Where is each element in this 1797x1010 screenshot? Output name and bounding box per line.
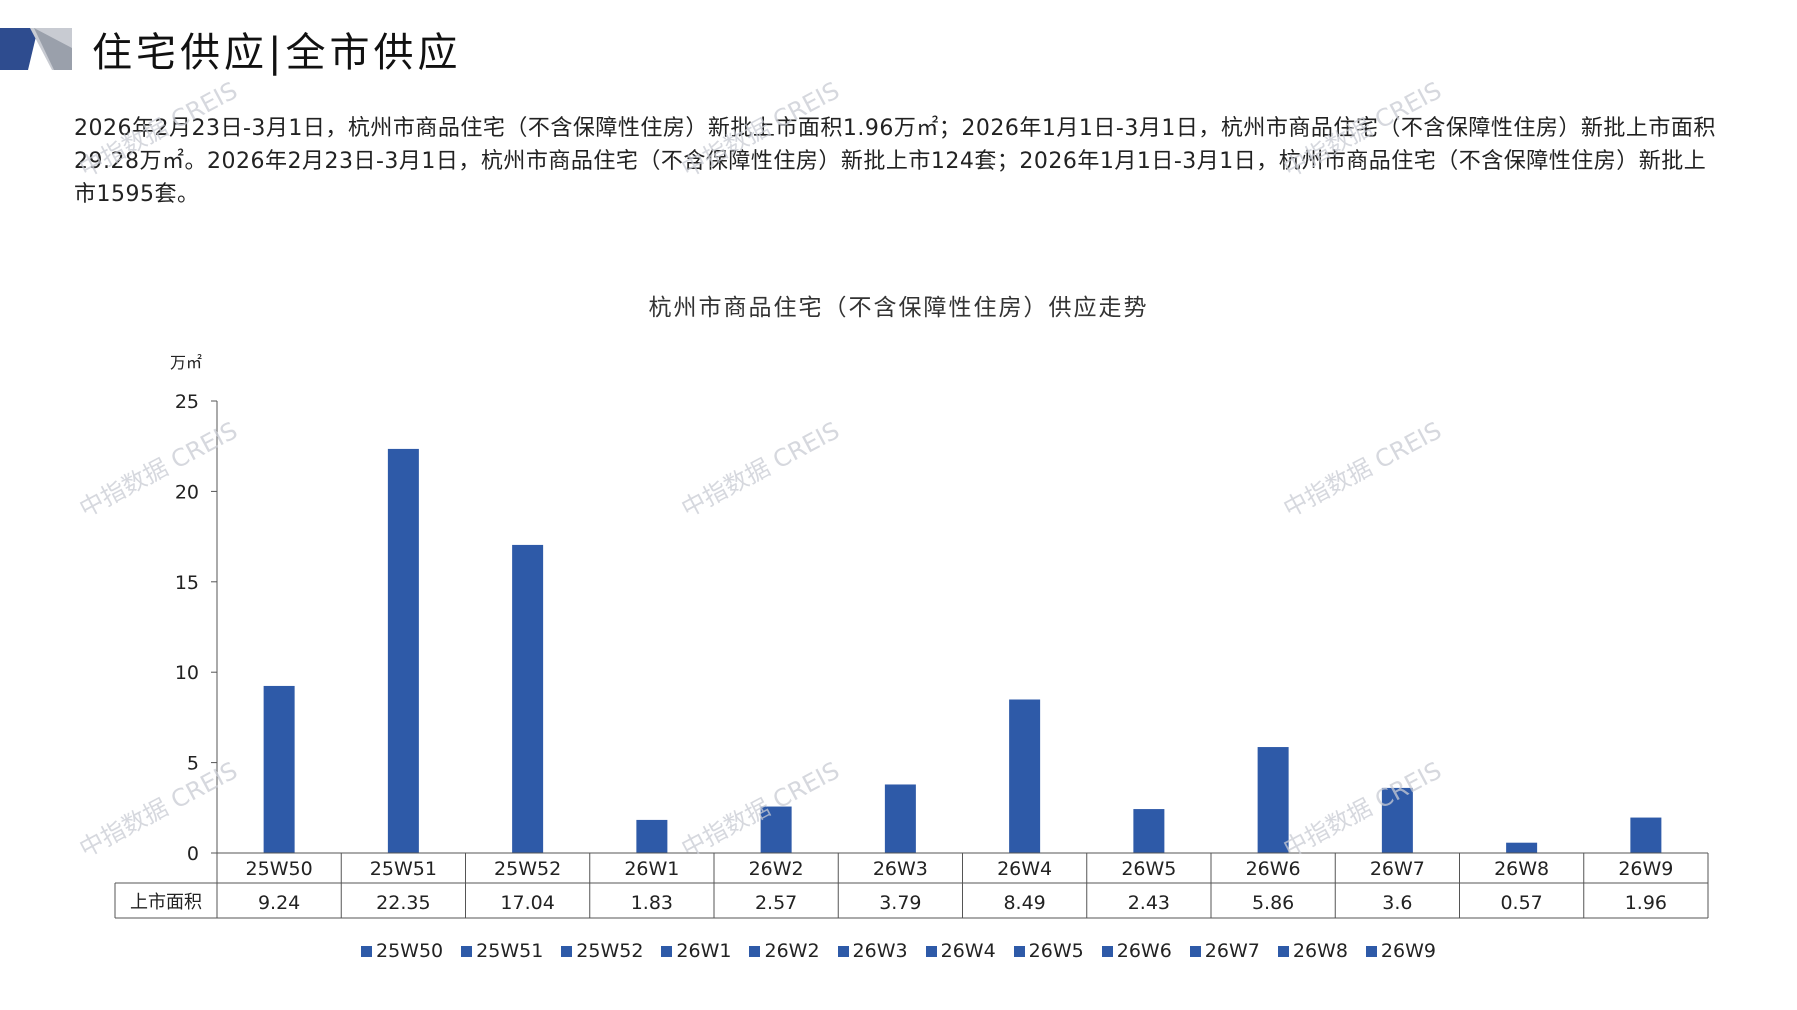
legend-swatch [837,945,849,957]
bar-26W9 [1630,817,1662,853]
y-tick-label: 10 [175,662,199,684]
legend-item: 25W51 [461,940,543,962]
bar-25W50 [263,685,295,853]
legend-swatch [661,945,673,957]
legend-item: 26W5 [1013,940,1084,962]
category-label: 26W6 [1246,858,1301,880]
chart-title: 杭州市商品住宅（不含保障性住房）供应走势 [648,295,1149,321]
category-label: 26W3 [873,858,928,880]
legend-label: 25W52 [576,940,644,962]
table-row-header: 上市面积 [130,892,202,913]
legend-item: 26W1 [661,940,731,962]
category-label: 26W2 [749,858,804,880]
legend-swatch [461,945,473,957]
y-tick-label: 20 [175,481,199,503]
legend-item: 26W7 [1189,940,1260,962]
y-axis-unit-label: 万㎡ [170,353,202,372]
legend-swatch [925,945,937,957]
bar-25W52 [512,544,544,853]
y-tick-label: 15 [175,572,199,594]
bar-26W5 [1133,809,1165,853]
table-value: 22.35 [376,892,430,914]
table-value: 3.79 [879,892,921,914]
bar-26W3 [884,784,916,853]
category-label: 26W7 [1370,858,1425,880]
y-tick-label: 5 [187,753,199,775]
legend-item: 26W9 [1365,940,1436,962]
table-value: 2.43 [1128,892,1170,914]
table-value: 8.49 [1003,892,1045,914]
category-label: 25W51 [370,858,437,880]
legend-item: 25W50 [361,940,443,962]
bar-26W2 [760,806,792,853]
legend-label: 26W9 [1380,940,1436,962]
legend-swatch [1277,945,1289,957]
category-label: 25W52 [494,858,561,880]
table-value: 1.96 [1625,892,1667,914]
legend-item: 26W2 [749,940,820,962]
legend-label: 26W2 [764,940,820,962]
legend-swatch [1365,945,1377,957]
legend-label: 26W6 [1116,940,1172,962]
legend-swatch [361,945,372,957]
legend-label: 26W5 [1028,940,1084,962]
table-value: 3.6 [1382,892,1412,914]
bar-26W7 [1381,787,1413,853]
legend-item: 26W8 [1277,940,1348,962]
bar-26W8 [1506,842,1538,853]
legend-label: 26W3 [852,940,908,962]
bar-26W6 [1257,747,1289,853]
legend-swatch [1101,945,1113,957]
legend-item: 26W3 [837,940,908,962]
table-value: 9.24 [258,892,300,914]
legend-item: 26W4 [925,940,996,962]
legend-swatch [1189,945,1201,957]
chart-legend: 25W50 25W51 25W52 26W1 26W2 26W3 26W4 26W5 26W6 2… [0,940,1797,962]
brand-logo-icon [0,28,72,70]
legend-swatch [749,945,761,957]
bar-25W51 [387,448,419,853]
table-value: 0.57 [1500,892,1542,914]
page-title: 住宅供应|全市供应 [92,30,462,76]
category-label: 26W4 [997,858,1052,880]
bar-26W4 [1009,699,1041,853]
bar-26W1 [636,819,668,853]
legend-label: 26W1 [676,940,732,962]
table-value: 17.04 [500,892,554,914]
legend-swatch [1013,945,1025,957]
legend-label: 25W50 [376,940,444,962]
y-tick-label: 0 [187,843,199,865]
legend-label: 26W4 [940,940,996,962]
table-value: 5.86 [1252,892,1294,914]
summary-text: 2026年2月23日-3月1日，杭州市商品住宅（不含保障性住房）新批上市面积1.… [74,116,1716,207]
table-value: 2.57 [755,892,797,914]
category-label: 25W50 [246,858,313,880]
y-tick-label: 25 [175,391,199,413]
legend-swatch [561,945,573,957]
category-label: 26W9 [1618,858,1673,880]
table-value: 1.83 [631,892,673,914]
legend-label: 25W51 [476,940,544,962]
category-label: 26W8 [1494,858,1549,880]
category-label: 26W1 [624,858,679,880]
legend-item: 26W6 [1101,940,1172,962]
legend-label: 26W7 [1204,940,1260,962]
legend-item: 25W52 [561,940,643,962]
category-label: 26W5 [1121,858,1176,880]
legend-label: 26W8 [1292,940,1348,962]
